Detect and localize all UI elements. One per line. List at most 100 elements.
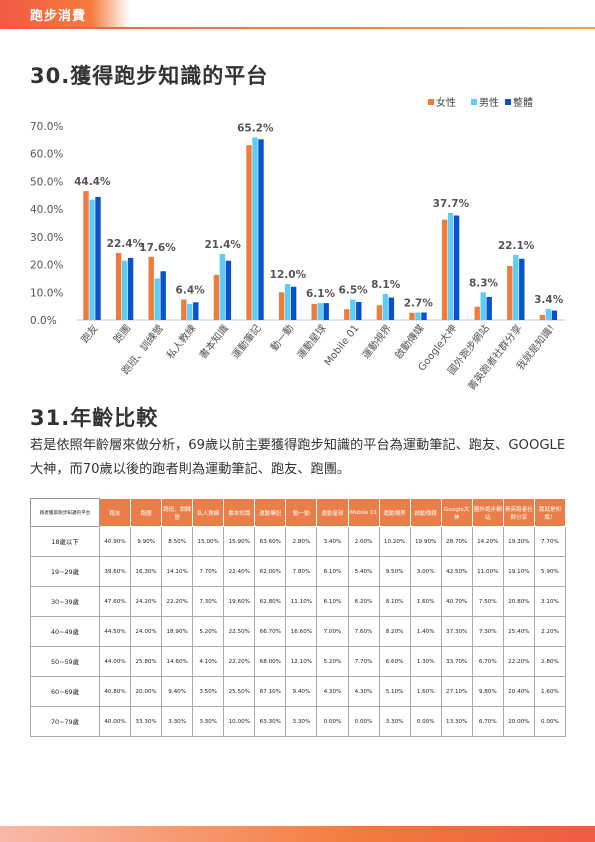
bar	[246, 145, 252, 320]
table-column-header: 啟動傳媒	[409, 498, 442, 527]
bottom-banner	[0, 826, 595, 842]
bar	[344, 309, 350, 320]
bar	[89, 199, 95, 320]
table-cell: 62.00%	[254, 556, 287, 587]
table-cell: 10.00%	[223, 706, 256, 737]
bar	[83, 191, 89, 320]
table-column-header: Google大神	[440, 498, 473, 527]
bar	[258, 139, 264, 320]
section-title: 跑步消費	[30, 9, 87, 24]
table-column-header: 跑團	[130, 498, 163, 527]
table-column-header: Mobile 01	[347, 498, 380, 527]
table-cell: 14.10%	[161, 556, 194, 587]
table-cell: 4.30%	[347, 676, 380, 707]
table-header-row: 跑者獲取跑步知識的平台 跑友 跑團 跑班、訓練營 私人教練 書本知識 運動筆記 動一動 運動星…	[30, 498, 567, 527]
table-cell: 22.20%	[161, 586, 194, 617]
table-column-header: 動一動	[285, 498, 318, 527]
table-cell: 42.50%	[440, 556, 473, 587]
age-comparison-table: 跑者獲取跑步知識的平台 跑友 跑團 跑班、訓練營 私人教練 書本知識 運動筆記 動一動 運動星…	[30, 498, 567, 737]
table-cell: 25.40%	[502, 616, 535, 647]
legend-swatch	[428, 99, 434, 105]
bar	[545, 308, 552, 320]
table-cell: 3.00%	[409, 556, 442, 587]
y-tick-label: 60.0%	[30, 149, 63, 161]
data-label: 6.4%	[176, 284, 206, 296]
table-cell: 40.70%	[440, 586, 473, 617]
table-cell: 67.10%	[254, 676, 287, 707]
bar	[95, 196, 101, 320]
table-cell: 37.30%	[440, 616, 473, 647]
age-comparison-heading: 31.年齡比較	[30, 406, 159, 430]
table-cell: 15.90%	[223, 526, 256, 557]
bar	[311, 303, 317, 320]
section-tab	[0, 0, 130, 28]
table-cell: 5.10%	[378, 676, 411, 707]
platform-bar-chart: 女性 男性 整體 0.0% 10.0% 20.0% 30.0% 40.0% 50.0% 60.0%…	[30, 96, 565, 393]
table-cell: 7.30%	[192, 586, 225, 617]
table-cell: 9.80%	[471, 676, 504, 707]
bar	[148, 256, 154, 320]
table-row: 18歲以下 40.90% 9.90% 8.50% 15.00% 15.90% 63.60% 2…	[30, 526, 567, 557]
table-cell: 16.60%	[285, 616, 318, 647]
bar	[323, 303, 329, 320]
data-label: 6.1%	[306, 288, 336, 300]
legend-entry: 整體	[513, 96, 533, 109]
bar	[193, 302, 199, 320]
table-cell: 63.60%	[254, 526, 287, 557]
table-cell: 19.60%	[223, 586, 256, 617]
data-label: 44.4%	[74, 176, 111, 188]
table-cell: 24.20%	[130, 586, 163, 617]
bar	[154, 278, 160, 320]
table-cell: 33.70%	[440, 646, 473, 677]
data-label: 8.3%	[469, 277, 499, 289]
table-cell: 20.80%	[502, 586, 535, 617]
table-cell: 14.60%	[161, 646, 194, 677]
age-group-label: 70~79歲	[30, 706, 100, 737]
bar	[519, 258, 525, 320]
table-cell: 47.60%	[98, 586, 132, 617]
table-cell: 2.20%	[533, 616, 567, 647]
table-column-header: 運動星球	[316, 498, 349, 527]
table-cell: 3.30%	[285, 706, 318, 737]
table-cell: 4.10%	[192, 646, 225, 677]
table-cell: 44.00%	[98, 646, 132, 677]
x-tick-label: 書本知識	[196, 322, 231, 362]
bar	[539, 315, 546, 320]
table-cell: 9.40%	[161, 676, 194, 707]
table-cell: 40.80%	[98, 676, 132, 707]
table-cell: 33.30%	[130, 706, 163, 737]
bar	[513, 254, 519, 320]
table-cell: 68.00%	[254, 646, 287, 677]
bar	[187, 303, 193, 320]
table-cell: 40.00%	[98, 706, 132, 737]
bar	[474, 306, 480, 320]
data-label: 21.4%	[204, 239, 241, 251]
table-cell: 7.50%	[471, 586, 504, 617]
table-cell: 25.80%	[130, 646, 163, 677]
table-cell: 25.50%	[223, 676, 256, 707]
table-cell: 6.70%	[471, 706, 504, 737]
table-cell: 1.40%	[409, 616, 442, 647]
table-cell: 0.00%	[533, 706, 567, 737]
bar	[278, 292, 285, 320]
table-row: 70~79歲 40.00% 33.30% 3.30% 3.30% 10.00% 63.30%…	[30, 706, 567, 737]
table-cell: 3.10%	[533, 586, 567, 617]
table-cell: 6.60%	[378, 646, 411, 677]
data-label: 3.4%	[534, 294, 564, 306]
bar	[551, 310, 558, 320]
bar	[356, 301, 362, 320]
table-cell: 0.00%	[316, 706, 349, 737]
table-cell: 19.10%	[502, 556, 535, 587]
table-cell: 5.40%	[347, 556, 380, 587]
bar	[213, 274, 220, 320]
bar	[290, 286, 297, 320]
bar	[219, 254, 226, 320]
table-cell: 3.40%	[316, 526, 349, 557]
table-cell: 16.30%	[130, 556, 163, 587]
table-cell: 28.70%	[440, 526, 473, 557]
table-cell: 0.00%	[347, 706, 380, 737]
table-cell: 20.00%	[502, 706, 535, 737]
table-cell: 11.00%	[471, 556, 504, 587]
table-cell: 1.60%	[533, 676, 567, 707]
table-cell: 62.80%	[254, 586, 287, 617]
